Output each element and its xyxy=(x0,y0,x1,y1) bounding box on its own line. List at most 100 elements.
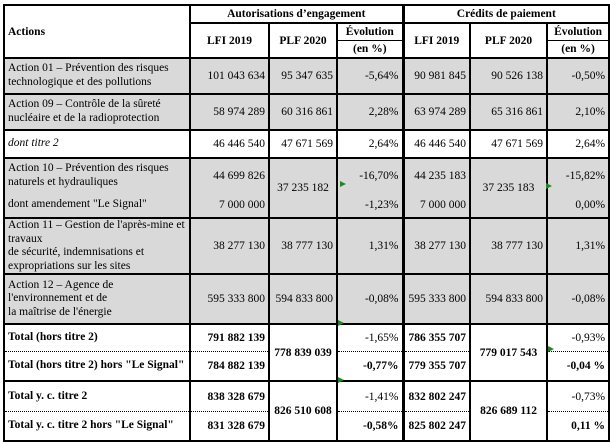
value-cell: 832 802 247 xyxy=(401,380,472,412)
header-evolution-cp: Évolution (en %) xyxy=(546,22,611,59)
value-cell: 838 328 679 xyxy=(189,380,270,412)
header-lfi-2019-cp: LFI 2019 xyxy=(401,22,472,59)
table-row: Action 01 – Prévention des risques techn… xyxy=(3,57,611,95)
value-cell: -0,77% xyxy=(335,350,405,383)
value-cell: 44 699 826 xyxy=(189,157,270,193)
row-label-cell: Total (hors titre 2) hors "Le Signal" xyxy=(3,350,191,383)
row-label-cell: dont titre 2 xyxy=(3,129,191,159)
value-cell: 38 277 130 xyxy=(401,216,472,276)
header-group-autorisations-engagement: Autorisations d’engagement xyxy=(188,4,405,24)
value-cell: -1,41% xyxy=(335,380,405,412)
error-indicator-icon xyxy=(548,346,554,352)
value-cell: -0,58% xyxy=(335,410,405,442)
value-cell-merged: 826 510 608 xyxy=(268,380,338,442)
header-evolution-line2: (en %) xyxy=(352,43,387,55)
row-label-cell: Total y. c. titre 2 hors "Le Signal" xyxy=(3,410,191,442)
table-row: Total (hors titre 2) hors "Le Signal" 78… xyxy=(3,350,611,383)
value-cell: 784 882 139 xyxy=(189,350,270,383)
value-cell-merged: 779 017 543 xyxy=(469,323,549,383)
value-cell: 60 316 861 xyxy=(268,93,338,131)
value-cell: -1,23% xyxy=(335,193,405,219)
budget-table: Actions Autorisations d’engagement Crédi… xyxy=(3,4,611,442)
table-row: dont amendement "Le Signal" 7 000 000 -1… xyxy=(3,193,611,219)
error-indicator-icon xyxy=(338,320,344,326)
table-row: Action 10 – Prévention des risques natur… xyxy=(3,157,611,219)
header-evolution-line1: Évolution xyxy=(339,25,402,41)
value-cell: -16,70% xyxy=(335,157,405,193)
error-indicator-icon xyxy=(338,377,344,383)
value-cell: 101 043 634 xyxy=(189,57,270,95)
value-cell: 2,64% xyxy=(335,129,405,159)
value-cell: 1,31% xyxy=(335,216,405,276)
table-header-row: LFI 2019 PLF 2020 Évolution (en %) LFI 2… xyxy=(4,22,611,59)
value-cell: -5,64% xyxy=(335,57,405,95)
row-label-cell: dont amendement "Le Signal" xyxy=(3,193,191,219)
row-label-cell: Action 12 – Agence de l'environnement et… xyxy=(3,273,191,326)
value-cell: 47 671 569 xyxy=(268,129,338,159)
value-cell: 38 777 130 xyxy=(268,216,338,276)
value-cell: 95 347 635 xyxy=(268,57,338,95)
row-label-cell: Total (hors titre 2) xyxy=(3,323,191,352)
value-cell: 7 000 000 xyxy=(189,193,270,219)
value-cell: 65 316 861 xyxy=(469,93,549,131)
error-indicator-icon xyxy=(546,183,552,189)
row-label-cell: Action 11 – Gestion de l'après-mine et t… xyxy=(3,216,191,276)
row-label-cell: Total y. c. titre 2 xyxy=(3,380,191,412)
value-cell: 44 235 183 xyxy=(401,157,472,193)
value-cell: 831 328 679 xyxy=(189,410,270,442)
value-cell: -15,82% xyxy=(546,157,611,193)
value-cell: 2,28% xyxy=(335,93,405,131)
value-cell: -1,65% xyxy=(335,323,405,352)
value-cell: 63 974 289 xyxy=(401,93,472,131)
value-cell: 38 277 130 xyxy=(189,216,270,276)
value-cell: 0,11 % xyxy=(546,410,611,442)
table-row: Total y. c. titre 2 838 328 679 826 510 … xyxy=(3,380,611,442)
header-evolution-line1: Évolution xyxy=(549,25,608,41)
value-cell: 594 833 800 xyxy=(268,273,338,326)
value-cell: -0,08% xyxy=(335,273,405,326)
header-lfi-2019-ae: LFI 2019 xyxy=(189,22,270,59)
value-cell: 38 777 130 xyxy=(469,216,549,276)
row-label-cell: Action 01 – Prévention des risques techn… xyxy=(3,57,191,95)
value-cell: -0,93% xyxy=(546,323,611,352)
value-cell: 58 974 289 xyxy=(189,93,270,131)
value-cell: 2,10% xyxy=(546,93,611,131)
value-cell: -0,73% xyxy=(546,380,611,412)
table-row: Action 11 – Gestion de l'après-mine et t… xyxy=(3,216,611,276)
value-cell-merged: 826 689 112 xyxy=(469,380,549,442)
value-cell: 2,64% xyxy=(546,129,611,159)
value-cell-merged: 37 235 183 xyxy=(469,157,549,219)
header-actions: Actions xyxy=(3,4,191,59)
value-cell: 1,31% xyxy=(546,216,611,276)
table-row: dont titre 2 46 446 540 47 671 569 2,64%… xyxy=(3,129,611,159)
value-cell: 825 802 247 xyxy=(401,410,472,442)
value-cell: 595 333 800 xyxy=(401,273,472,326)
value-cell: 779 355 707 xyxy=(401,350,472,383)
value-cell-merged: 778 839 039 xyxy=(268,323,338,383)
header-plf-2020-cp: PLF 2020 xyxy=(469,22,549,59)
table-row: Action 09 – Contrôle de la sûreté nucléa… xyxy=(3,93,611,131)
header-evolution-line2: (en %) xyxy=(561,43,595,55)
value-cell-merged: 37 235 182 xyxy=(268,157,338,219)
table-row: Total (hors titre 2) 791 882 139 778 839… xyxy=(3,323,611,383)
row-label-cell: Action 10 – Prévention des risques natur… xyxy=(3,157,191,193)
row-label-cell: Action 09 – Contrôle de la sûreté nucléa… xyxy=(3,93,191,131)
value-cell: 786 355 707 xyxy=(401,323,472,352)
value-cell: 7 000 000 xyxy=(401,193,472,219)
table-row: Total y. c. titre 2 hors "Le Signal" 831… xyxy=(3,410,611,442)
value-cell: 90 526 138 xyxy=(469,57,549,95)
value-cell: 90 981 845 xyxy=(401,57,472,95)
value-cell: 47 671 569 xyxy=(469,129,549,159)
value-cell: 46 446 540 xyxy=(189,129,270,159)
value-cell: 595 333 800 xyxy=(189,273,270,326)
value-cell: 791 882 139 xyxy=(189,323,270,352)
value-cell: 594 833 800 xyxy=(469,273,549,326)
table-header-row: Actions Autorisations d’engagement Crédi… xyxy=(3,4,611,59)
header-group-credits-paiement: Crédits de paiement xyxy=(401,4,611,24)
value-cell: 0,00% xyxy=(546,193,611,219)
header-plf-2020-ae: PLF 2020 xyxy=(268,22,338,59)
value-cell: -0,08% xyxy=(546,273,611,326)
error-indicator-icon xyxy=(340,181,346,187)
table-row: Action 12 – Agence de l'environnement et… xyxy=(3,273,611,326)
